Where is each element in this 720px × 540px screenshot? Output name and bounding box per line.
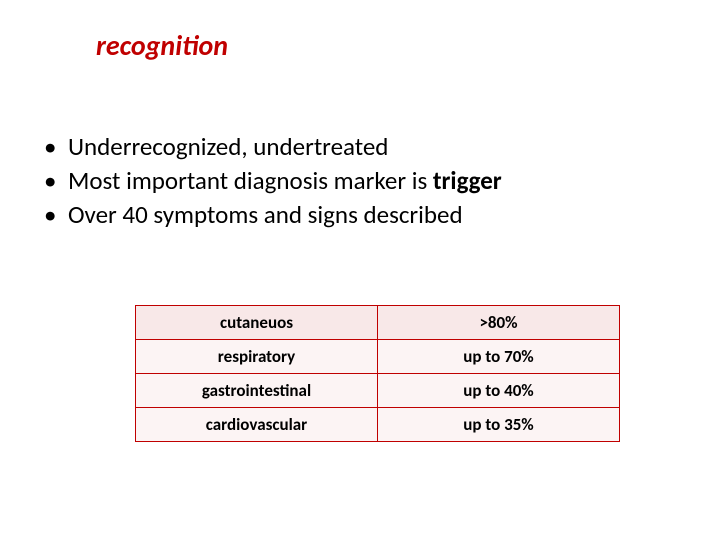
bullet-list: Underrecognized, undertreated Most impor…	[40, 130, 502, 231]
table-row: cardiovascular up to 35%	[136, 408, 620, 442]
bullet-text-prefix: Underrecognized, undertreated	[68, 131, 388, 162]
symptom-table: cutaneuos >80% respiratory up to 70% gas…	[135, 305, 620, 442]
bullet-item: Over 40 symptoms and signs described	[40, 198, 502, 232]
table-cell-percent: >80%	[378, 306, 620, 340]
table-row: respiratory up to 70%	[136, 340, 620, 374]
table-cell-system: gastrointestinal	[136, 374, 378, 408]
table-cell-percent: up to 70%	[378, 340, 620, 374]
table-cell-percent: up to 35%	[378, 408, 620, 442]
table-cell-system: cardiovascular	[136, 408, 378, 442]
table-cell-system: cutaneuos	[136, 306, 378, 340]
table-cell-system: respiratory	[136, 340, 378, 374]
table-row: cutaneuos >80%	[136, 306, 620, 340]
table-row: gastrointestinal up to 40%	[136, 374, 620, 408]
bullet-text-bold: trigger	[433, 165, 502, 196]
bullet-text-prefix: Over 40 symptoms and signs described	[68, 199, 463, 230]
page-title: recognition	[96, 28, 228, 63]
bullet-item: Underrecognized, undertreated	[40, 130, 502, 164]
table-cell-percent: up to 40%	[378, 374, 620, 408]
bullet-item: Most important diagnosis marker is trigg…	[40, 164, 502, 198]
bullet-text-prefix: Most important diagnosis marker is	[68, 165, 433, 196]
